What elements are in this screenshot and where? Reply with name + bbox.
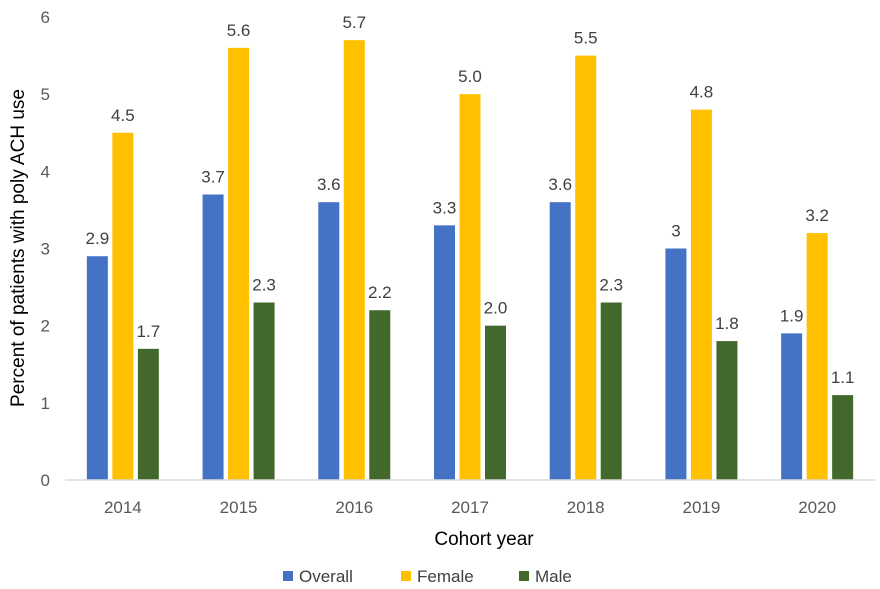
data-label: 1.1 <box>831 368 855 387</box>
data-label: 3.7 <box>201 167 225 186</box>
bar-male <box>137 348 159 480</box>
data-label: 1.9 <box>780 306 804 325</box>
x-tick-label: 2020 <box>798 498 836 517</box>
data-label: 2.9 <box>86 229 110 248</box>
bar-male <box>253 302 275 480</box>
legend-swatch-male <box>519 571 529 581</box>
x-tick-label: 2015 <box>220 498 258 517</box>
y-axis-ticks: 0 1 2 3 4 5 6 <box>41 8 50 490</box>
x-tick-label: 2017 <box>451 498 489 517</box>
data-label: 4.5 <box>111 106 135 125</box>
bar-female <box>806 233 828 480</box>
x-axis-title: Cohort year <box>434 529 534 550</box>
data-label: 1.7 <box>137 322 161 341</box>
data-label: 5.5 <box>574 29 598 48</box>
bar-male <box>832 395 854 480</box>
data-label: 3.2 <box>805 206 829 225</box>
bar-male <box>485 325 506 480</box>
bar-female <box>575 55 597 480</box>
y-tick-label: 0 <box>41 471 50 490</box>
x-axis-ticks: 2014 2015 2016 2017 2018 2019 2020 <box>104 498 836 517</box>
legend: Overall Female Male <box>283 567 572 586</box>
data-label: 2.3 <box>599 276 623 295</box>
legend-label: Overall <box>299 567 353 586</box>
legend-swatch-female <box>401 571 411 581</box>
y-tick-label: 6 <box>41 8 50 27</box>
bar-overall <box>781 333 803 480</box>
bar-overall <box>549 202 571 480</box>
legend-label: Male <box>535 567 572 586</box>
bar-overall <box>202 194 224 480</box>
data-label: 3.3 <box>433 198 457 217</box>
bar-overall <box>86 256 108 480</box>
y-tick-label: 4 <box>41 162 50 181</box>
bar-female <box>228 47 250 480</box>
bar-female <box>690 109 712 480</box>
x-tick-label: 2014 <box>104 498 142 517</box>
legend-label: Female <box>417 567 474 586</box>
legend-swatch-overall <box>283 571 293 581</box>
data-label: 3.6 <box>317 175 341 194</box>
y-tick-label: 3 <box>41 240 50 259</box>
bar-overall <box>318 202 340 480</box>
data-label: 5.0 <box>458 67 482 86</box>
y-tick-label: 1 <box>41 394 50 413</box>
bar-female <box>459 94 481 481</box>
bar-overall <box>665 248 687 480</box>
bar-overall <box>434 225 455 480</box>
y-axis-title: Percent of patients with poly ACH use <box>8 89 29 407</box>
data-labels: 2.9 3.7 3.6 3.3 3.6 3 1.9 4.5 5.6 5.7 5.0 5.5 4.8 3.2… <box>86 13 855 387</box>
data-label: 4.8 <box>690 83 714 102</box>
data-label: 1.8 <box>715 314 739 333</box>
bars <box>86 40 854 481</box>
data-label: 2.3 <box>252 276 276 295</box>
y-tick-label: 5 <box>41 85 50 104</box>
bar-male <box>369 310 391 480</box>
x-tick-label: 2018 <box>567 498 605 517</box>
bar-male <box>716 341 738 480</box>
bar-female <box>112 132 134 480</box>
data-label: 3 <box>671 222 680 241</box>
data-label: 2.0 <box>484 299 508 318</box>
x-tick-label: 2016 <box>335 498 373 517</box>
data-label: 3.6 <box>548 175 572 194</box>
x-tick-label: 2019 <box>683 498 721 517</box>
y-tick-label: 2 <box>41 317 50 336</box>
bar-female <box>343 40 365 481</box>
data-label: 5.7 <box>342 13 366 32</box>
data-label: 5.6 <box>227 21 251 40</box>
data-label: 2.2 <box>368 283 392 302</box>
bar-male <box>600 302 622 480</box>
